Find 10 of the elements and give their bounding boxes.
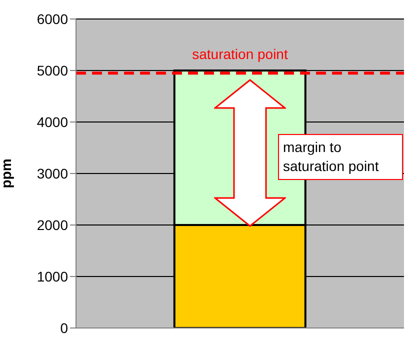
annotation: margin to saturation point bbox=[278, 134, 403, 180]
y-tick-label: 5000 bbox=[36, 62, 68, 78]
y-axis-title: ppm bbox=[0, 158, 14, 188]
y-tick-label: 3000 bbox=[36, 165, 68, 182]
y-tick-label: 1000 bbox=[36, 268, 68, 284]
y-tick-label: 6000 bbox=[36, 10, 68, 27]
y-tick-label: 0 bbox=[60, 320, 68, 336]
ref-line-label: saturation point bbox=[192, 46, 288, 62]
y-tick-label: 4000 bbox=[36, 114, 68, 130]
y-tick-label: 2000 bbox=[36, 216, 68, 233]
